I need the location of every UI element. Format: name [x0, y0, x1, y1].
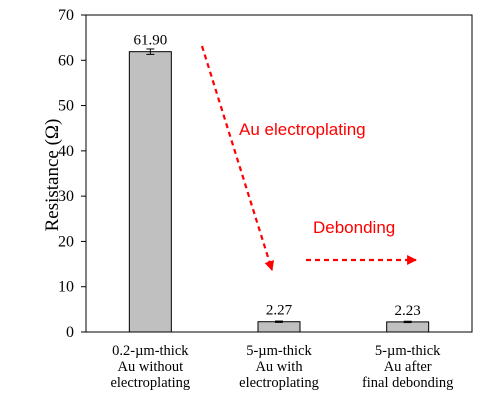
y-tick-label: 20 — [58, 233, 74, 250]
y-axis-title: Resistance (Ω) — [42, 119, 63, 232]
y-tick-label: 70 — [58, 7, 74, 24]
y-tick-label: 10 — [58, 279, 74, 296]
bar — [386, 321, 430, 333]
annotation-electroplating: Au electroplating — [239, 120, 366, 139]
bars — [128, 48, 430, 333]
category-label: 5-µm-thick Au with electroplating — [239, 343, 319, 391]
electroplating-arrow — [200, 45, 275, 271]
data-label: 2.27 — [266, 303, 293, 319]
y-tick-label: 60 — [58, 52, 74, 69]
data-label: 2.23 — [395, 303, 421, 319]
annotation-debonding: Debonding — [313, 218, 395, 237]
bar — [128, 51, 172, 333]
y-tick-label: 40 — [58, 143, 74, 160]
labels: 61.90 0.2-µm-thick Au without electroplatin… — [110, 33, 453, 391]
data-label: 61.90 — [133, 33, 167, 49]
category-label: 0.2-µm-thick Au without electroplating — [110, 343, 190, 391]
y-tick-label: 0 — [66, 324, 74, 341]
category-label: 5-µm-thick Au after final debonding — [362, 343, 453, 391]
bar — [257, 321, 301, 333]
y-tick-label: 30 — [58, 188, 74, 205]
axes: 0 10 20 30 40 50 60 70 — [58, 7, 473, 341]
annotations: Au electroplating Debonding — [200, 45, 417, 271]
y-tick-label: 50 — [58, 98, 74, 115]
